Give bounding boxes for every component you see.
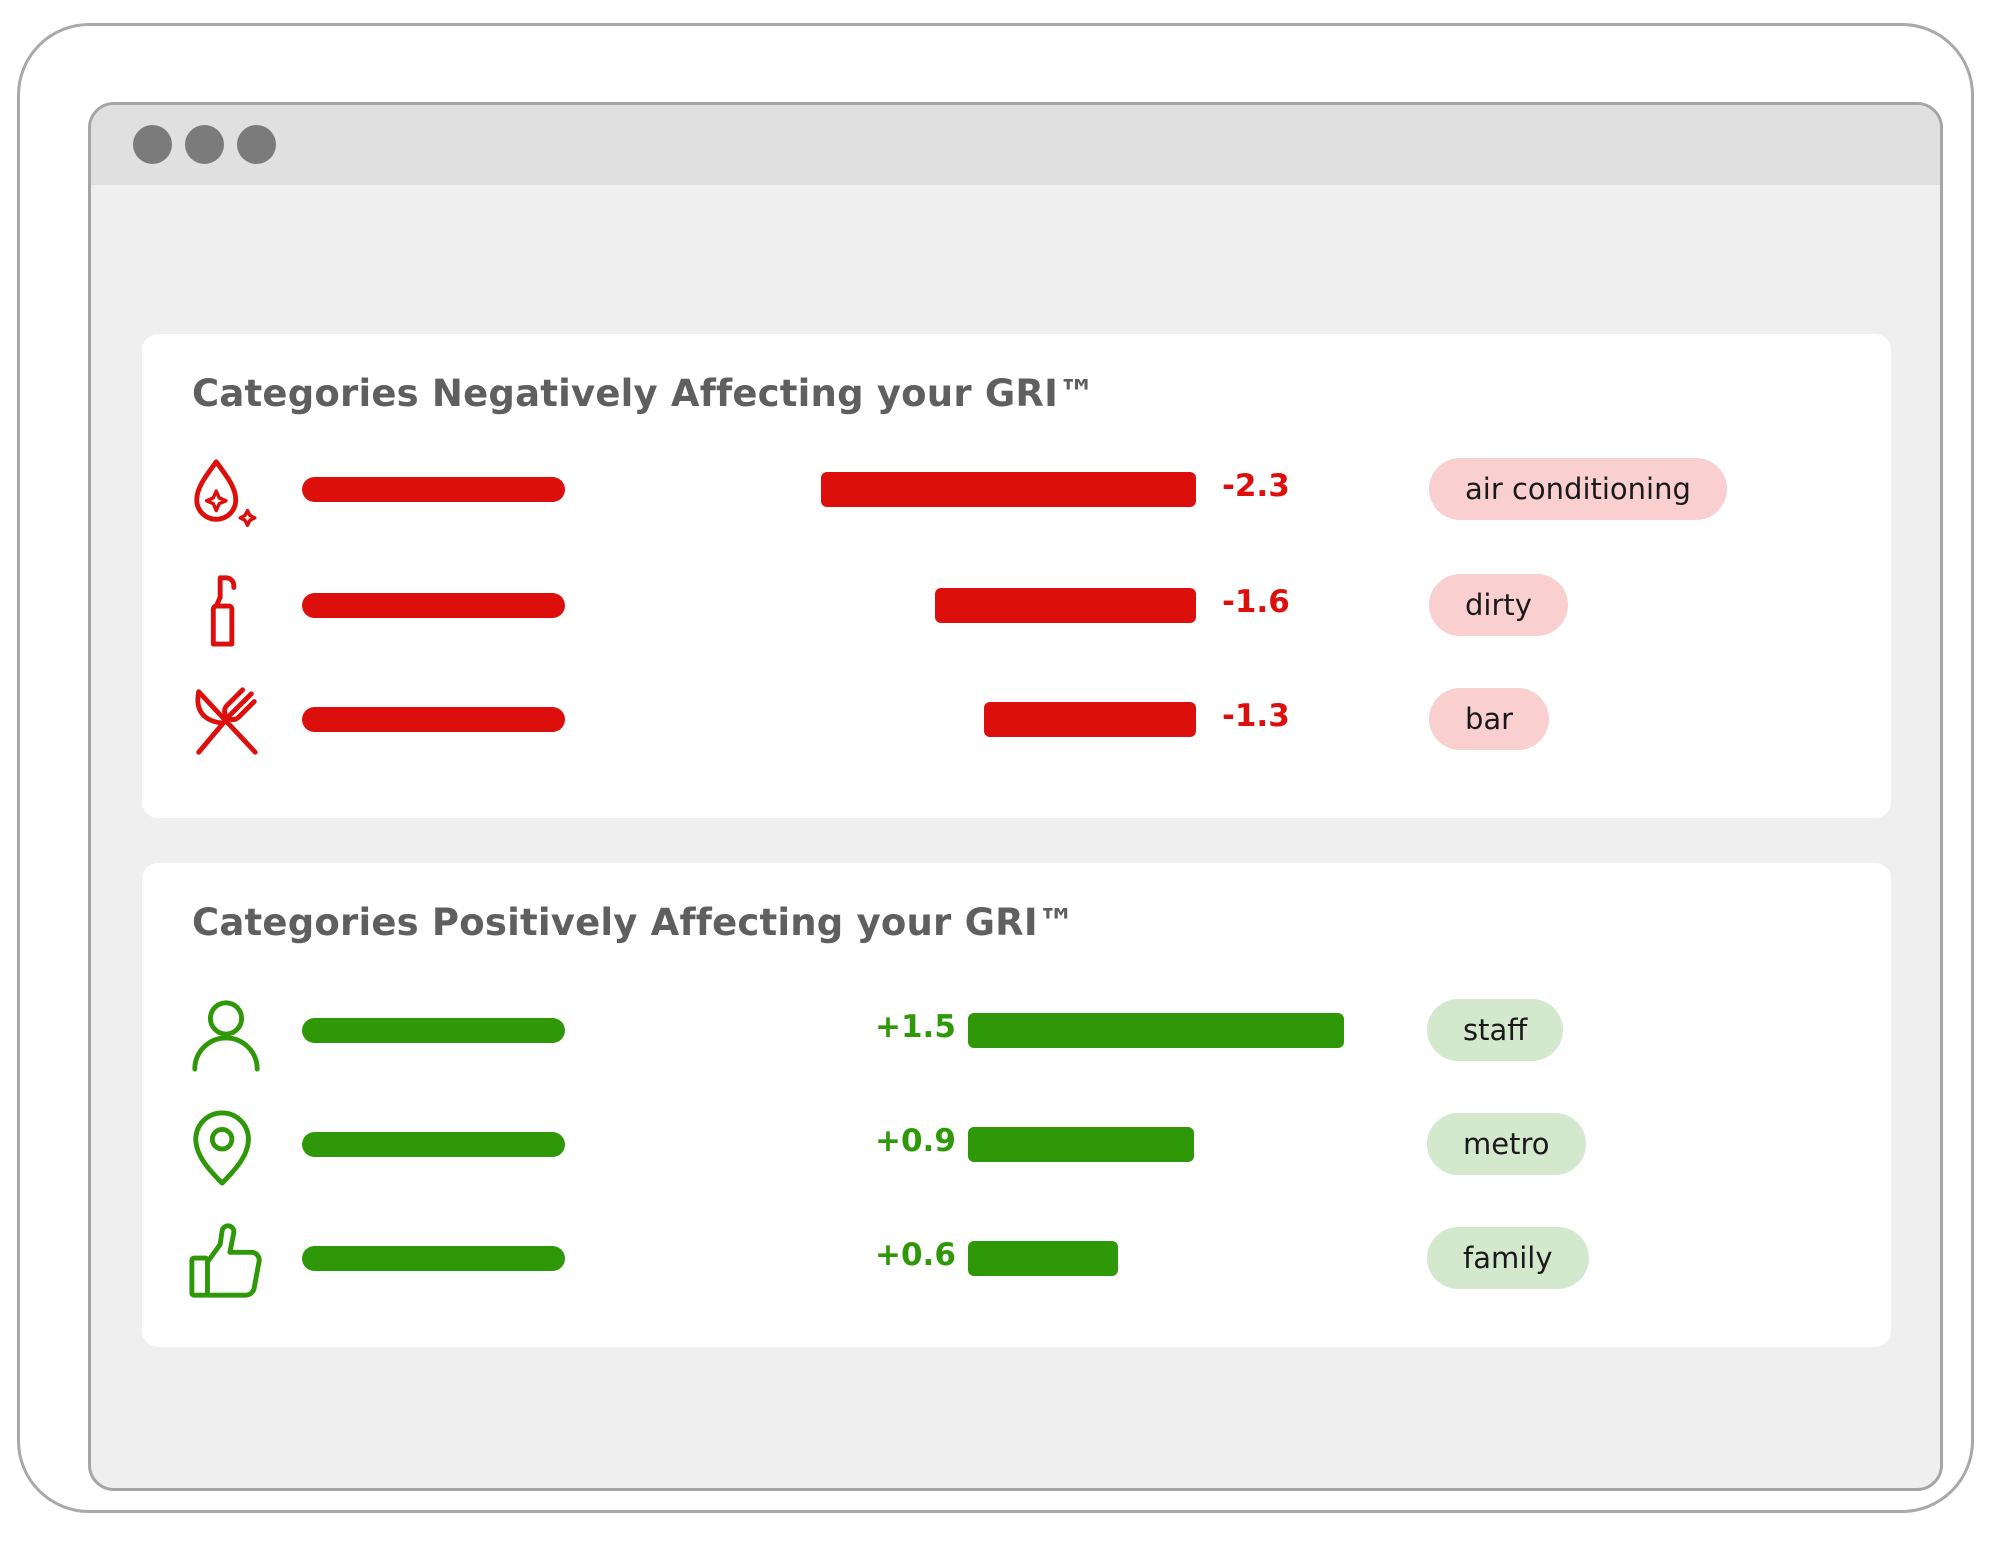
- impact-value: -2.3: [1222, 468, 1290, 504]
- category-name-placeholder-bar: [302, 707, 565, 732]
- impact-value: +0.6: [875, 1237, 956, 1273]
- negative-impact-bar: [935, 588, 1196, 623]
- thumbs-up-icon: [187, 1223, 265, 1301]
- negative-category-row: -1.6 dirty: [142, 562, 1891, 647]
- impact-value: -1.6: [1222, 584, 1290, 620]
- category-tag[interactable]: bar: [1429, 688, 1550, 750]
- category-tag[interactable]: air conditioning: [1429, 458, 1727, 520]
- category-name-placeholder-bar: [302, 1246, 565, 1271]
- window-control-dot[interactable]: [185, 125, 224, 164]
- impact-value: +0.9: [875, 1123, 956, 1159]
- location-pin-icon: [187, 1109, 265, 1187]
- spray-bottle-icon: [187, 570, 265, 648]
- category-name-placeholder-bar: [302, 593, 565, 618]
- impact-value: +1.5: [875, 1009, 956, 1045]
- positive-impact-bar: [968, 1127, 1194, 1162]
- fork-knife-icon: [187, 684, 265, 762]
- category-tag[interactable]: dirty: [1429, 574, 1568, 636]
- window-control-dot[interactable]: [133, 125, 172, 164]
- positive-panel-title: Categories Positively Affecting your GRI…: [192, 901, 1076, 944]
- negative-panel-title: Categories Negatively Affecting your GRI…: [192, 372, 1096, 415]
- person-icon: [187, 995, 265, 1073]
- negative-impact-bar: [821, 472, 1196, 507]
- impact-value: -1.3: [1222, 698, 1290, 734]
- negative-category-row: -2.3 air conditioning: [142, 446, 1891, 527]
- water-drop-sparkle-icon: [187, 454, 265, 532]
- positive-categories-panel: Categories Positively Affecting your GRI…: [142, 863, 1891, 1347]
- device-frame: Categories Negatively Affecting your GRI…: [17, 23, 1974, 1513]
- negative-category-row: -1.3 bar: [142, 676, 1891, 756]
- positive-impact-bar: [968, 1241, 1119, 1276]
- category-tag[interactable]: metro: [1427, 1113, 1586, 1175]
- category-name-placeholder-bar: [302, 1018, 565, 1043]
- window-titlebar: [91, 105, 1940, 185]
- positive-category-row: +1.5 staff: [142, 987, 1891, 1072]
- category-name-placeholder-bar: [302, 1132, 565, 1157]
- negative-impact-bar: [984, 702, 1196, 737]
- category-tag[interactable]: family: [1427, 1227, 1589, 1289]
- negative-categories-panel: Categories Negatively Affecting your GRI…: [142, 334, 1891, 818]
- positive-impact-bar: [968, 1013, 1344, 1048]
- category-tag[interactable]: staff: [1427, 999, 1564, 1061]
- positive-category-row: +0.6 family: [142, 1215, 1891, 1298]
- category-name-placeholder-bar: [302, 477, 565, 502]
- positive-category-row: +0.9 metro: [142, 1101, 1891, 1186]
- browser-window: Categories Negatively Affecting your GRI…: [88, 102, 1943, 1491]
- window-control-dot[interactable]: [237, 125, 276, 164]
